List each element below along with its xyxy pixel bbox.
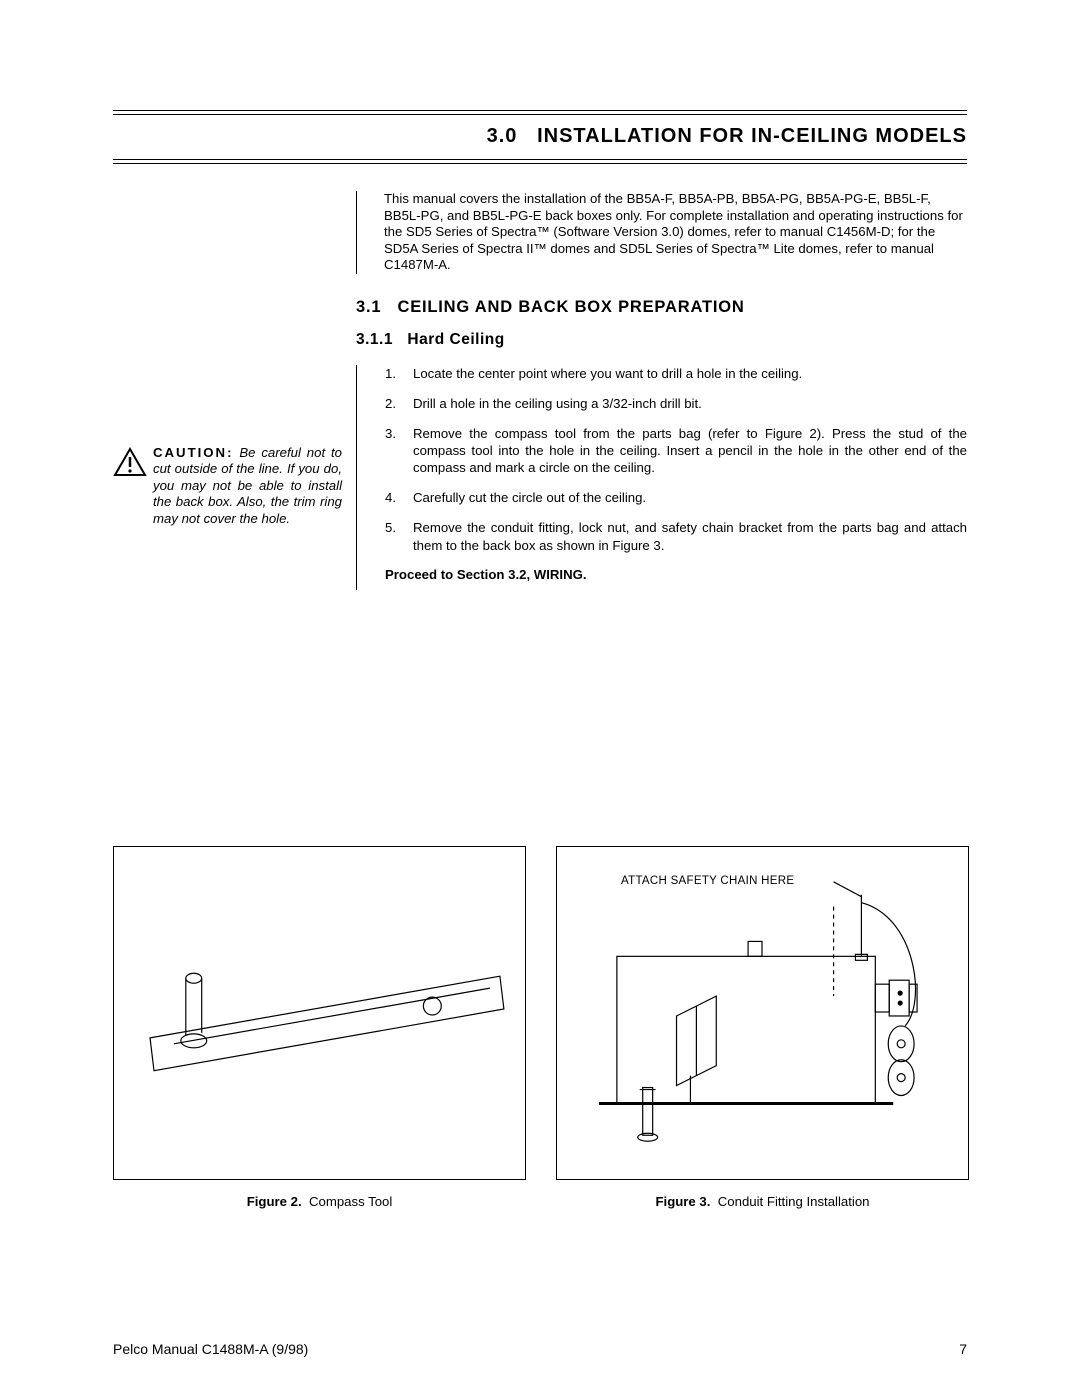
figure-3-box: ATTACH SAFETY CHAIN HERE xyxy=(556,846,969,1180)
subsubsection-title: Hard Ceiling xyxy=(407,331,504,348)
caution-label: CAUTION: xyxy=(153,445,233,460)
figure-2-caption-text: Compass Tool xyxy=(309,1194,392,1209)
caution-column: CAUTION: Be careful not to cut outside o… xyxy=(113,365,356,590)
step-text: Drill a hole in the ceiling using a 3/32… xyxy=(413,395,702,412)
figure-3-label: Figure 3. xyxy=(655,1194,710,1209)
subsection-title: CEILING AND BACK BOX PREPARATION xyxy=(398,298,745,316)
step-item: 1.Locate the center point where you want… xyxy=(385,365,967,382)
figure-2-label: Figure 2. xyxy=(247,1194,302,1209)
subsection-number: 3.1 xyxy=(356,298,381,316)
intro-vertical-rule xyxy=(356,191,357,274)
step-number: 3. xyxy=(385,425,413,476)
figure-3-annotation: ATTACH SAFETY CHAIN HERE xyxy=(621,875,794,887)
step-item: 2.Drill a hole in the ceiling using a 3/… xyxy=(385,395,967,412)
bottom-rule-thick xyxy=(113,163,967,164)
subsubsection-number: 3.1.1 xyxy=(356,331,393,348)
step-item: 5.Remove the conduit fitting, lock nut, … xyxy=(385,519,967,553)
footer-left: Pelco Manual C1488M-A (9/98) xyxy=(113,1341,308,1357)
step-item: 4.Carefully cut the circle out of the ce… xyxy=(385,489,967,506)
intro-text: This manual covers the installation of t… xyxy=(356,191,967,274)
step-number: 2. xyxy=(385,395,413,412)
step-text: Remove the compass tool from the parts b… xyxy=(413,425,967,476)
caution-icon xyxy=(113,447,147,477)
subsubsection-heading: 3.1.1 Hard Ceiling xyxy=(356,331,967,349)
compass-tool-diagram xyxy=(114,847,525,1179)
figure-2-caption: Figure 2. Compass Tool xyxy=(113,1194,526,1209)
figure-3: ATTACH SAFETY CHAIN HERE xyxy=(556,846,969,1209)
figures-row: Figure 2. Compass Tool ATTACH SAFETY CHA… xyxy=(113,846,967,1209)
section-title: 3.0 INSTALLATION FOR IN-CEILING MODELS xyxy=(113,115,967,157)
step-number: 1. xyxy=(385,365,413,382)
step-item: 3.Remove the compass tool from the parts… xyxy=(385,425,967,476)
footer-page-number: 7 xyxy=(959,1341,967,1357)
step-text: Carefully cut the circle out of the ceil… xyxy=(413,489,646,506)
figure-2-box xyxy=(113,846,526,1180)
figure-3-caption: Figure 3. Conduit Fitting Installation xyxy=(556,1194,969,1209)
section-number: 3.0 xyxy=(487,125,518,147)
figure-3-caption-text: Conduit Fitting Installation xyxy=(718,1194,870,1209)
intro-block: This manual covers the installation of t… xyxy=(356,191,967,274)
proceed-text: Proceed to Section 3.2, WIRING. xyxy=(385,567,967,582)
top-rule-thick xyxy=(113,110,967,111)
step-number: 4. xyxy=(385,489,413,506)
step-text: Locate the center point where you want t… xyxy=(413,365,802,382)
bottom-rule-thin xyxy=(113,159,967,160)
caution-text: CAUTION: Be careful not to cut outside o… xyxy=(153,445,342,528)
steps-column: 1.Locate the center point where you want… xyxy=(356,365,967,590)
conduit-fitting-diagram xyxy=(557,847,968,1179)
step-text: Remove the conduit fitting, lock nut, an… xyxy=(413,519,967,553)
subsection-heading: 3.1 CEILING AND BACK BOX PREPARATION xyxy=(356,298,967,317)
steps-list: 1.Locate the center point where you want… xyxy=(385,365,967,554)
page-footer: Pelco Manual C1488M-A (9/98) 7 xyxy=(113,1341,967,1357)
caution-box: CAUTION: Be careful not to cut outside o… xyxy=(113,445,342,528)
figure-2: Figure 2. Compass Tool xyxy=(113,846,526,1209)
step-number: 5. xyxy=(385,519,413,553)
section-title-text: INSTALLATION FOR IN-CEILING MODELS xyxy=(537,125,967,147)
body-block: CAUTION: Be careful not to cut outside o… xyxy=(113,365,967,590)
page: 3.0 INSTALLATION FOR IN-CEILING MODELS T… xyxy=(0,0,1080,1397)
